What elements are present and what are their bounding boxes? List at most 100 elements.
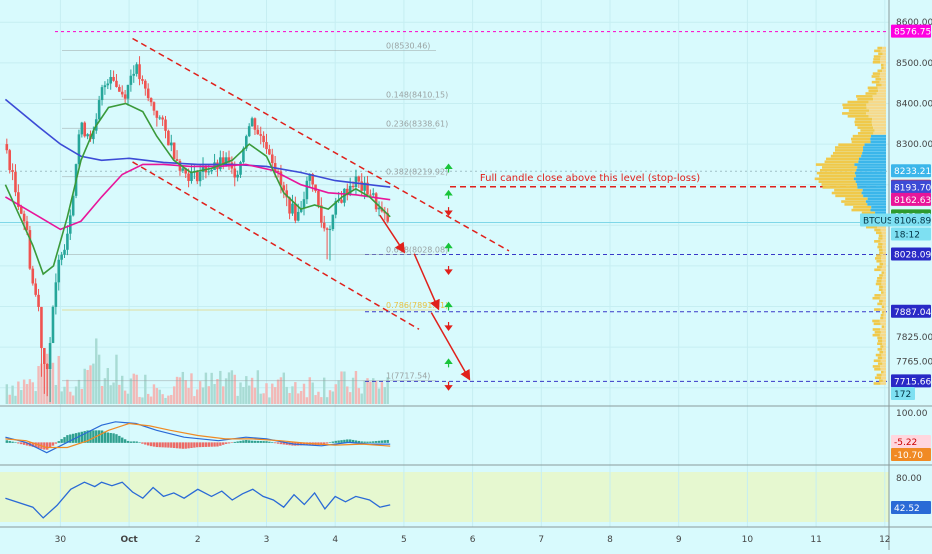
profile-bar [882,362,886,365]
candle-body [158,117,162,119]
volume-bar [325,397,329,404]
candle-body [291,203,294,214]
volume-bar [351,377,355,404]
volume-bar [74,386,78,404]
target-arrow-3 [430,312,471,381]
candle-body [265,142,268,150]
profile-bar [861,191,886,195]
profile-bar [873,382,881,385]
candle-body [288,197,291,214]
profile-bar [880,240,886,243]
time-axis[interactable]: 30 Oct 2 3 4 5 6 7 8 9 10 11 12 [55,535,891,545]
target-arrow-1 [379,214,406,254]
candle-body [19,206,23,214]
profile-bar [874,49,881,53]
macd-histogram-bar [54,442,58,444]
macd-histogram-bar [245,440,248,443]
time-tick: 2 [195,535,201,545]
profile-bar [868,114,886,118]
profile-bar [878,52,883,56]
volume-bar [291,386,294,404]
profile-bar [877,302,883,306]
profile-bar [880,322,886,326]
volume-bar [265,383,268,404]
candle-body [149,98,153,103]
profile-bar [856,183,886,186]
profile-bar [883,316,886,320]
macd-histogram-bar [360,441,363,443]
volume-bar [374,380,378,404]
candle-body [164,119,167,131]
profile-bar [877,339,883,343]
profile-bar [873,97,886,101]
candle-body [77,134,81,165]
price-axis[interactable]: 8600.00 8500.00 8400.00 8300.00 7825.00 7765.… [860,18,932,514]
profile-bar [881,83,886,87]
signal-arrow-down [444,207,453,217]
macd-histogram-bar [256,440,260,443]
macd-histogram-bar [253,440,257,443]
volume-bar [138,396,141,404]
profile-bar [861,211,876,215]
profile-bar [872,123,886,127]
volume-bar [253,387,257,404]
macd-value-2-bg [891,448,931,461]
candle-body [135,64,138,74]
profile-bar [881,353,886,357]
profile-bar [860,129,875,132]
profile-bar [867,86,878,90]
profile-bar [883,291,886,294]
macd-histogram-bar [334,440,337,443]
candle-body [112,76,115,81]
volume-bar [5,384,9,404]
profile-bar [880,72,886,75]
candle-body [262,135,265,143]
macd-histogram-bar [340,440,343,443]
macd-histogram-bar [60,439,63,443]
volume-bar [158,389,161,404]
volume-bar [294,382,297,404]
macd-histogram-bar [282,442,286,445]
label-8576-bg [891,24,931,38]
profile-bar [882,288,886,291]
macd-value-2: -10.70 [894,451,923,461]
profile-bar [880,55,886,58]
profile-bar [884,325,886,328]
candle-body [270,154,274,164]
profile-bar [874,308,881,311]
volume-bar [57,355,60,404]
profile-bar [874,331,881,334]
profile-bar [832,151,863,155]
price-tick: 8400.00 [896,99,932,109]
candle-body [233,168,237,178]
volume-bar [348,392,352,404]
macd-histogram-bar [331,441,335,443]
candle-body [80,122,84,135]
macd-histogram-bar [89,430,92,443]
macd-histogram-bar [69,434,72,443]
volume-bar [354,370,358,404]
macd-histogram-bar [129,441,133,443]
candle-body [97,100,101,120]
candle-body [317,190,320,206]
profile-bar [882,251,886,255]
candle-body [138,64,141,80]
volume-bar [161,394,164,404]
volume-bar [22,379,26,404]
candle-body [363,182,366,191]
macd-histogram-bar [259,441,262,443]
rsi-value-bg [891,501,931,514]
profile-bar [870,137,886,141]
profile-bar [854,171,886,175]
price-tick: 7825.00 [896,333,932,343]
macd-histogram-bar [250,440,254,443]
candle-body [31,268,35,284]
label-8576: 8576.75 [894,28,931,38]
volume-bar [380,382,384,404]
volume-bar [155,388,159,404]
profile-bar [865,200,886,203]
volume-bar [95,338,98,404]
profile-bar [815,163,855,166]
profile-bar [857,132,874,135]
